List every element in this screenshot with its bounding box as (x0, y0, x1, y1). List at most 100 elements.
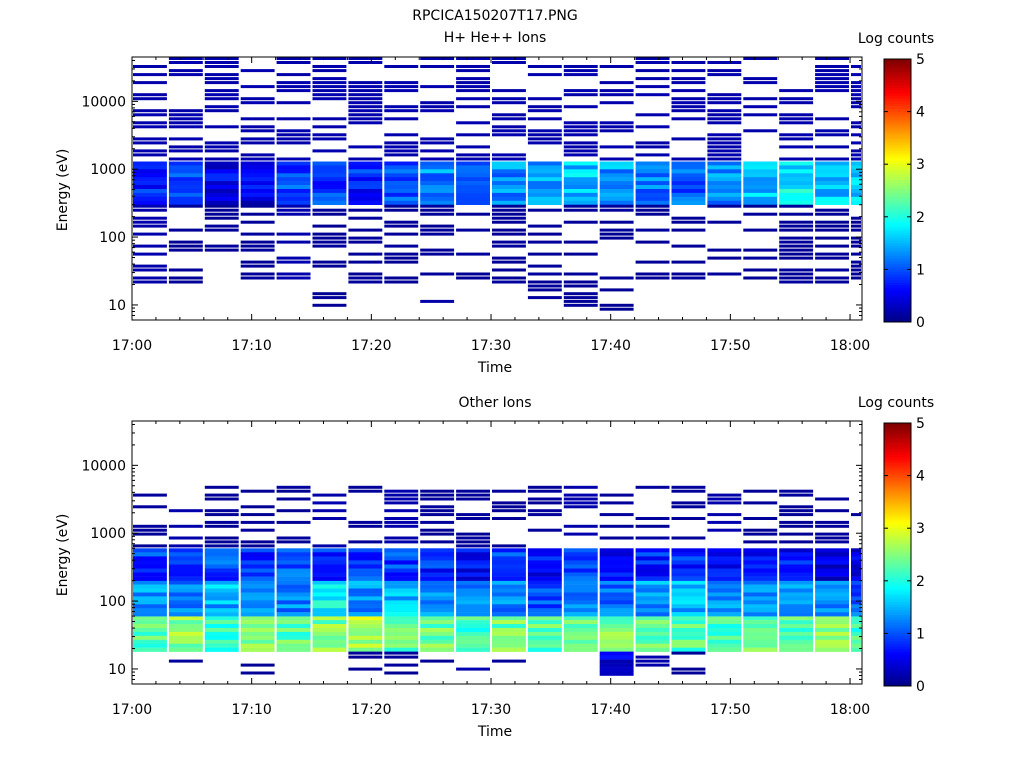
heatmap-cell (599, 620, 634, 625)
heatmap-cell (312, 165, 347, 170)
heatmap-cell (312, 620, 347, 625)
heatmap-cell (168, 61, 203, 64)
heatmap-cell (635, 576, 670, 581)
colorbar-swatch (884, 148, 911, 152)
colorbar-swatch (884, 512, 911, 516)
heatmap-cell (563, 643, 598, 648)
heatmap-cell (384, 572, 419, 577)
heatmap-cell (312, 200, 347, 205)
heatmap-cell (312, 177, 347, 182)
heatmap-cell (527, 284, 562, 288)
colorbar-swatch (884, 195, 911, 199)
heatmap-cell (168, 600, 203, 605)
heatmap-cell (133, 552, 167, 557)
heatmap-cell (133, 596, 167, 601)
colorbar-swatch (884, 77, 911, 81)
colorbar-swatch (884, 599, 911, 603)
heatmap-cell (312, 125, 347, 129)
heatmap-cell (133, 631, 167, 637)
heatmap-cell (671, 651, 706, 655)
heatmap-cell (312, 57, 347, 60)
heatmap-cell (492, 157, 526, 161)
heatmap-cell (348, 628, 383, 633)
heatmap-cell (492, 628, 526, 633)
heatmap-cell (384, 568, 419, 573)
colorbar-swatch (884, 311, 911, 315)
heatmap-cell (599, 65, 634, 68)
heatmap-cell (492, 200, 526, 205)
heatmap-cell (743, 643, 778, 648)
colorbar-swatch (884, 101, 911, 105)
heatmap-cell (779, 204, 814, 208)
heatmap-cell (779, 620, 814, 625)
heatmap-cell (492, 639, 526, 644)
heatmap-cell (348, 57, 383, 60)
heatmap-cell (276, 604, 311, 609)
heatmap-cell (527, 612, 562, 617)
heatmap-cell (815, 576, 849, 581)
heatmap-cell (420, 528, 455, 532)
heatmap-cell (348, 576, 383, 581)
heatmap-cell (420, 200, 455, 205)
heatmap-cell (348, 97, 383, 101)
heatmap-cell (671, 635, 706, 640)
heatmap-cell (707, 185, 742, 190)
heatmap-cell (815, 73, 849, 77)
colorbar-swatch (884, 583, 911, 587)
heatmap-cell (743, 189, 778, 194)
colorbar-swatch (884, 243, 911, 247)
heatmap-cell (384, 592, 419, 597)
heatmap-cell (779, 592, 814, 597)
heatmap-cell (707, 604, 742, 609)
heatmap-cell (707, 141, 742, 145)
heatmap-cell (563, 125, 598, 129)
heatmap-cell (384, 244, 419, 248)
heatmap-cell (563, 173, 598, 178)
heatmap-cell (599, 667, 634, 672)
heatmap-cell (851, 157, 861, 161)
heatmap-cell (527, 608, 562, 613)
heatmap-cell (492, 612, 526, 617)
heatmap-cell (851, 220, 861, 224)
heatmap-cell (348, 181, 383, 186)
heatmap-cell (312, 161, 347, 166)
heatmap-cell (851, 639, 861, 644)
heatmap-cell (204, 620, 239, 625)
panel-1-title: H+ He++ Ions (444, 30, 547, 46)
colorbar-swatch (884, 543, 911, 548)
x-tick-label: 17:40 (591, 338, 631, 354)
heatmap-cell (240, 220, 275, 224)
heatmap-cell (779, 635, 814, 640)
heatmap-cell (276, 592, 311, 597)
heatmap-cell (743, 584, 778, 589)
colorbar-swatch (884, 457, 911, 461)
heatmap-cell (312, 169, 347, 174)
heatmap-cell (599, 228, 634, 232)
heatmap-cell (635, 659, 670, 663)
heatmap-cell (779, 101, 814, 105)
heatmap-cell (671, 548, 706, 553)
heatmap-cell (384, 536, 419, 540)
heatmap-cell (168, 248, 203, 252)
heatmap-cell (204, 616, 239, 621)
heatmap-cell (456, 628, 490, 633)
heatmap-cell (420, 576, 455, 581)
heatmap-cell (707, 600, 742, 605)
heatmap-cell (707, 165, 742, 170)
heatmap-cell (348, 145, 383, 149)
heatmap-cell (240, 97, 275, 101)
heatmap-cell (527, 137, 562, 141)
colorbar-swatch (884, 190, 911, 194)
heatmap-cell (276, 497, 311, 501)
heatmap-cell (204, 552, 239, 557)
heatmap-cell (779, 177, 814, 182)
heatmap-cell (743, 624, 778, 629)
heatmap-cell (743, 501, 778, 505)
heatmap-cell (420, 564, 455, 569)
heatmap-cell (420, 252, 455, 256)
heatmap-cell (599, 568, 634, 573)
heatmap-cell (707, 552, 742, 557)
heatmap-cell (527, 489, 562, 493)
heatmap-cell (384, 232, 419, 236)
